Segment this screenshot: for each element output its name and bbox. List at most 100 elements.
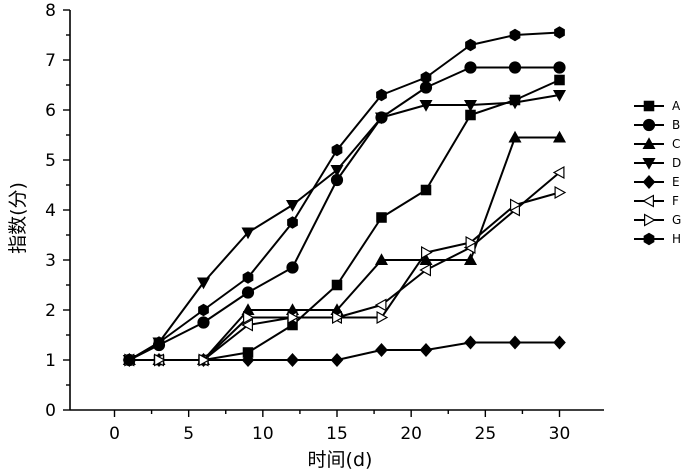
data-point	[421, 245, 433, 260]
legend-marker	[642, 158, 656, 170]
data-point	[376, 310, 389, 325]
data-point	[554, 74, 565, 86]
data-point	[198, 303, 209, 317]
legend-label: G	[672, 213, 681, 227]
y-axis-ticks: 0 1 2 3 4 5 6 7 8	[45, 1, 70, 421]
legend-marker	[643, 213, 656, 227]
data-point	[242, 271, 254, 284]
data-point	[241, 227, 255, 240]
data-point	[331, 279, 343, 291]
data-point	[198, 353, 211, 367]
series-layer	[122, 26, 567, 367]
data-point	[419, 253, 433, 265]
data-point	[197, 316, 210, 329]
legend-item-A: A	[634, 99, 681, 113]
series-line	[128, 31, 560, 361]
legend-label: E	[672, 175, 680, 189]
data-point	[374, 253, 389, 265]
data-point	[287, 310, 300, 325]
data-point	[241, 286, 255, 299]
data-point	[376, 212, 387, 223]
y-tick-label: 6	[45, 101, 56, 121]
data-point	[554, 26, 565, 39]
data-point	[196, 277, 211, 290]
legend-label: F	[672, 194, 679, 208]
data-point	[420, 71, 432, 84]
data-point	[241, 318, 253, 332]
data-point	[330, 165, 344, 177]
data-point	[241, 353, 255, 367]
legend-marker	[642, 118, 656, 132]
legend-label: A	[672, 99, 681, 113]
y-tick-label: 1	[45, 351, 56, 371]
data-point	[463, 99, 478, 112]
data-point	[553, 335, 566, 350]
data-point	[554, 185, 567, 200]
x-tick-label: 0	[109, 424, 120, 444]
legend-marker	[642, 194, 655, 208]
data-point	[510, 198, 522, 212]
series-H	[123, 26, 565, 367]
y-tick-label: 0	[45, 401, 56, 421]
x-axis-title: 时间(d)	[308, 449, 373, 471]
legend-item-C: C	[634, 137, 680, 151]
legend-marker	[643, 232, 655, 246]
legend-item-G: G	[634, 213, 681, 227]
data-point	[464, 335, 477, 350]
data-point	[123, 353, 135, 367]
legend-marker	[642, 175, 656, 189]
data-point	[508, 130, 522, 143]
data-point	[553, 61, 566, 74]
legend-label: C	[672, 137, 680, 151]
y-axis-title: 指数(分)	[7, 182, 29, 254]
y-tick-label: 3	[45, 251, 56, 271]
data-point	[509, 28, 521, 42]
legend-label: B	[672, 118, 680, 132]
data-point	[552, 130, 567, 143]
data-point	[552, 89, 567, 102]
x-tick-label: 30	[549, 424, 571, 444]
legend-label: H	[672, 232, 681, 246]
data-point	[153, 336, 165, 349]
series-G	[124, 185, 567, 367]
legend-item-D: D	[634, 156, 681, 170]
data-point	[330, 353, 344, 367]
data-point	[286, 261, 299, 274]
series-line	[129, 171, 561, 361]
x-tick-label: 10	[252, 424, 274, 444]
data-point	[332, 310, 344, 325]
y-tick-label: 8	[45, 1, 56, 21]
data-point	[465, 235, 478, 250]
data-point	[287, 216, 298, 229]
legend-marker	[642, 137, 656, 149]
data-point	[508, 335, 522, 350]
y-tick-label: 2	[45, 301, 56, 321]
data-point	[243, 310, 255, 325]
y-tick-label: 4	[45, 201, 56, 221]
data-point	[508, 97, 522, 110]
data-point	[286, 353, 299, 367]
data-point	[420, 184, 432, 196]
series-E	[123, 335, 566, 367]
data-point	[376, 88, 387, 102]
series-F	[122, 165, 565, 367]
legend-item-B: B	[634, 118, 680, 132]
data-point	[419, 343, 433, 357]
y-tick-label: 5	[45, 151, 56, 171]
data-point	[508, 61, 522, 74]
data-point	[285, 200, 300, 212]
data-point	[419, 99, 433, 112]
y-tick-label: 7	[45, 51, 56, 71]
legend-item-F: F	[634, 194, 679, 208]
legend-item-H: H	[634, 232, 681, 246]
data-point	[463, 253, 478, 265]
data-point	[331, 143, 343, 157]
x-tick-label: 5	[183, 424, 194, 444]
series-D	[122, 89, 567, 367]
data-point	[465, 38, 476, 52]
data-point	[552, 165, 565, 180]
x-axis-ticks: 0 5 10 15 20 25 30	[109, 410, 570, 444]
x-tick-label: 20	[400, 424, 422, 444]
